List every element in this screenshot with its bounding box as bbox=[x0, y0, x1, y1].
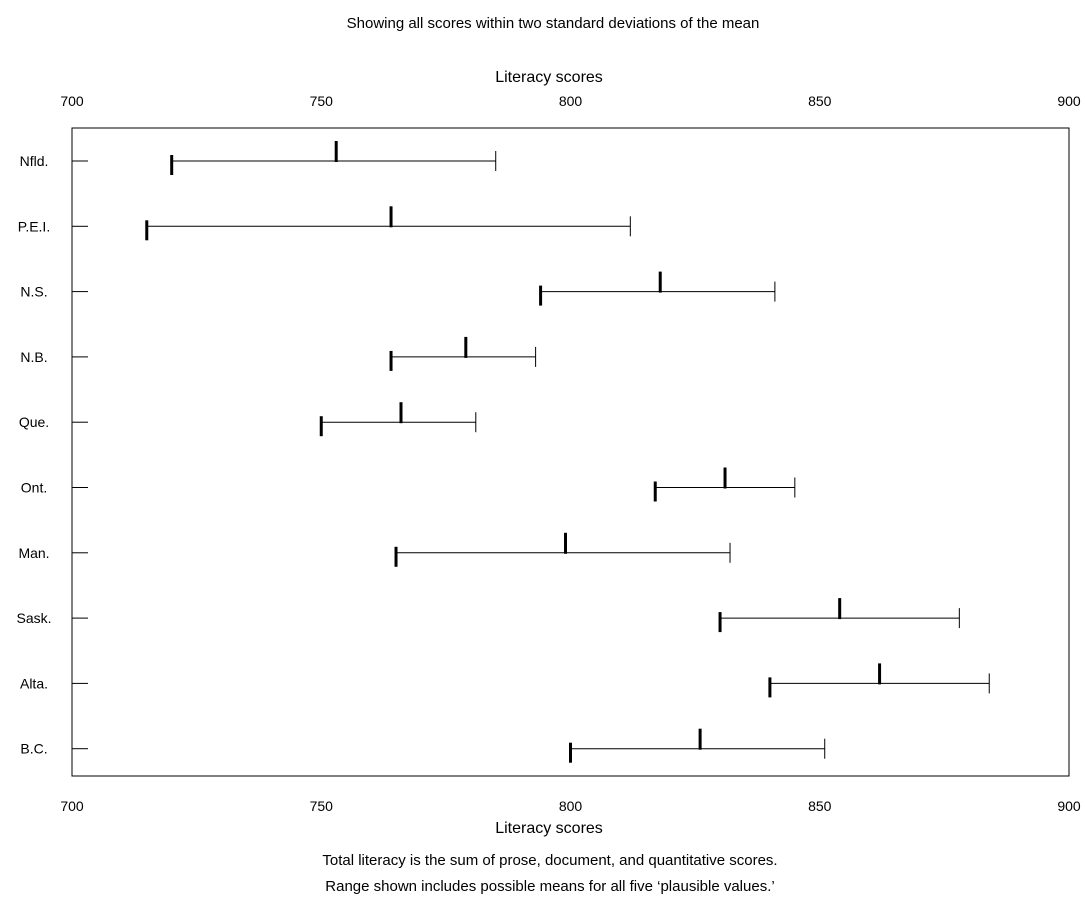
note-line-2: Range shown includes possible means for … bbox=[325, 878, 774, 895]
chart-subtitle: Showing all scores within two standard d… bbox=[347, 15, 760, 32]
category-label: N.B. bbox=[20, 349, 47, 365]
x-tick-label-top: 700 bbox=[60, 93, 84, 109]
x-tick-label-top: 750 bbox=[310, 93, 334, 109]
range-marks bbox=[72, 141, 990, 763]
x-tick-label-bottom: 800 bbox=[559, 798, 583, 814]
x-axis-title-top: Literacy scores bbox=[495, 69, 603, 86]
category-label: Alta. bbox=[20, 675, 48, 691]
x-axis-title-bottom: Literacy scores bbox=[495, 820, 603, 837]
category-label: B.C. bbox=[20, 741, 47, 757]
x-tick-label-top: 850 bbox=[808, 93, 832, 109]
category-labels: Nfld. P.E.I. N.S. N.B. Que. Ont. Man. Sask. Alta… bbox=[16, 153, 51, 757]
plot-area-frame bbox=[71, 127, 1070, 777]
x-tick-label-bottom: 900 bbox=[1057, 798, 1081, 814]
bottom-tick-labels: 700 750 800 850 900 bbox=[60, 798, 1081, 814]
category-label: Nfld. bbox=[20, 153, 49, 169]
category-label: Man. bbox=[18, 545, 49, 561]
top-tick-labels: 700 750 800 850 900 bbox=[60, 93, 1081, 109]
category-label: Ont. bbox=[21, 480, 47, 496]
x-tick-label-bottom: 750 bbox=[310, 798, 334, 814]
x-tick-label-top: 900 bbox=[1057, 93, 1081, 109]
note-line-1: Total literacy is the sum of prose, docu… bbox=[322, 852, 777, 869]
category-label: Que. bbox=[19, 414, 49, 430]
category-label: P.E.I. bbox=[18, 218, 50, 234]
category-label: N.S. bbox=[20, 284, 47, 300]
category-label: Sask. bbox=[16, 610, 51, 626]
x-tick-label-top: 800 bbox=[559, 93, 583, 109]
x-tick-label-bottom: 700 bbox=[60, 798, 84, 814]
x-tick-label-bottom: 850 bbox=[808, 798, 832, 814]
